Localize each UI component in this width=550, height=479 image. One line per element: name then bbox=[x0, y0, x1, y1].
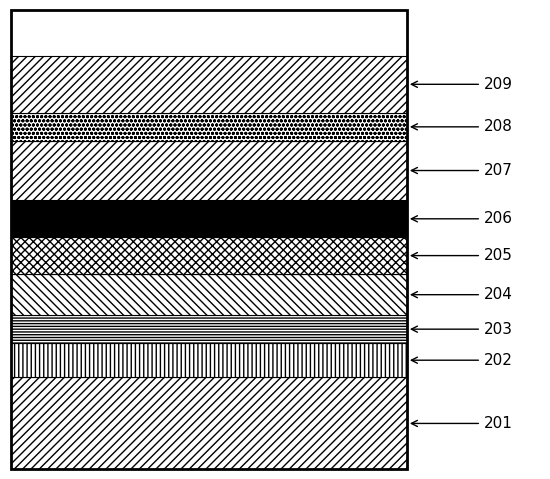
Bar bbox=[11, 10, 407, 469]
Text: 205: 205 bbox=[411, 248, 513, 263]
Bar bbox=[11, 141, 407, 200]
Bar bbox=[11, 113, 407, 141]
Text: 209: 209 bbox=[411, 77, 513, 92]
Text: 206: 206 bbox=[411, 211, 513, 226]
Bar bbox=[11, 56, 407, 113]
Text: 203: 203 bbox=[411, 322, 513, 337]
Bar bbox=[11, 315, 407, 343]
Bar bbox=[11, 274, 407, 315]
Text: 201: 201 bbox=[411, 416, 513, 431]
Text: 202: 202 bbox=[411, 353, 513, 368]
Text: 207: 207 bbox=[411, 163, 513, 178]
Bar bbox=[11, 377, 407, 469]
Bar bbox=[11, 200, 407, 237]
Bar bbox=[11, 237, 407, 274]
Bar bbox=[11, 343, 407, 377]
Text: 208: 208 bbox=[411, 119, 513, 134]
Text: 204: 204 bbox=[411, 287, 513, 302]
